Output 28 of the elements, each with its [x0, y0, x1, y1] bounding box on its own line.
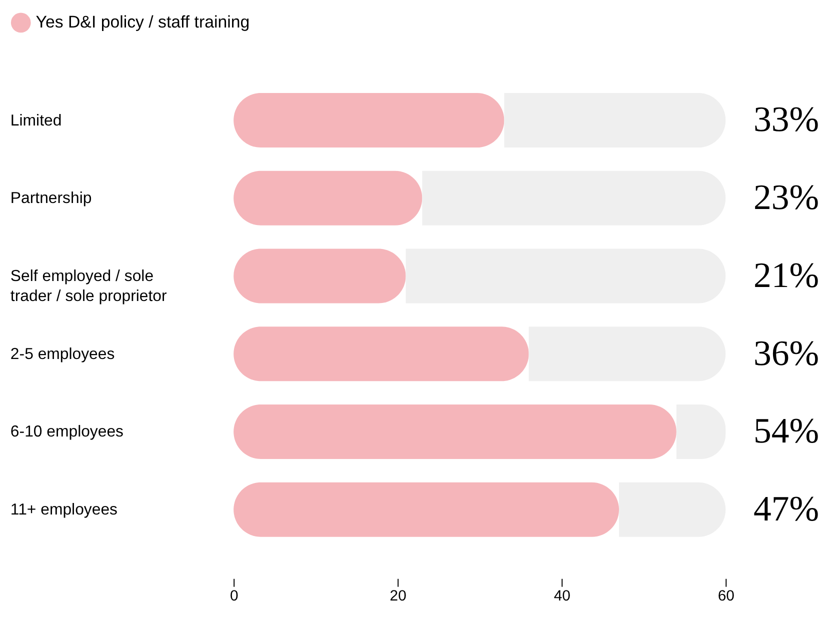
data-label: 47%: [753, 488, 820, 529]
bar: [504, 93, 726, 148]
bar: [234, 482, 620, 537]
bar: [234, 404, 676, 460]
bar: [234, 248, 406, 304]
bar: [619, 482, 726, 537]
bar: [234, 326, 529, 382]
bar: [234, 170, 422, 226]
x-tick-label: 0: [230, 588, 238, 605]
x-tick-label: 20: [390, 588, 406, 605]
bar: [422, 170, 726, 226]
y-tick-label: Self employed / sole trader / sole proprietor: [10, 268, 168, 305]
legend-label: Yes D&I policy / staff training: [36, 12, 250, 32]
bar: [406, 248, 726, 304]
data-label: 54%: [753, 410, 820, 451]
y-tick-label: Limited: [10, 112, 62, 130]
x-tick-label: 60: [718, 588, 734, 605]
bar: [528, 326, 726, 382]
y-tick-label: 6-10 employees: [10, 424, 124, 441]
data-label: 33%: [753, 99, 820, 140]
x-tick-label: 40: [554, 588, 570, 605]
data-label: 21%: [753, 254, 820, 295]
y-tick-label: 2-5 employees: [10, 346, 115, 363]
y-tick-label: Partnership: [10, 190, 92, 208]
data-label: 36%: [753, 332, 820, 373]
data-label: 23%: [753, 177, 820, 218]
y-tick-label: 11+ employees: [10, 502, 118, 519]
bar: [234, 93, 504, 148]
